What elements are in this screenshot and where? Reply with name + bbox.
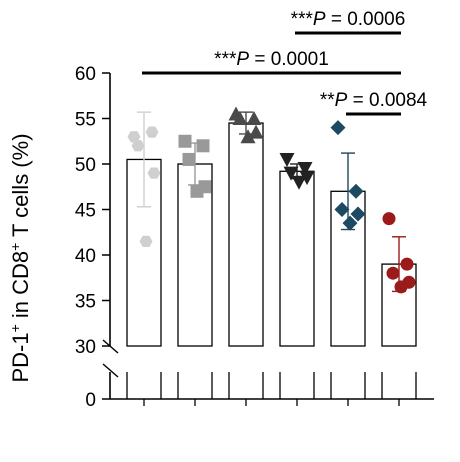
sig-stars: ** xyxy=(320,90,335,111)
y-tick-label: 55 xyxy=(75,110,96,131)
data-point-triangle-down xyxy=(297,162,313,177)
data-point-triangle-down xyxy=(283,166,299,181)
data-point-triangle-up xyxy=(232,111,248,125)
y-tick-label: 50 xyxy=(75,155,96,176)
y-tick-label: 0 xyxy=(85,390,96,411)
data-point-circle xyxy=(382,212,396,226)
data-point-square xyxy=(196,139,210,153)
axis-break-mark-2 xyxy=(102,363,119,378)
data-point-hexagon xyxy=(145,126,159,138)
y-tick-label: 30 xyxy=(75,337,96,358)
data-point-square xyxy=(190,184,204,198)
y-ticks: 30 35 40 45 50 55 60 0 xyxy=(75,64,110,411)
sig-p-value: = 0.0084 xyxy=(347,90,427,111)
axis-break-mark-1 xyxy=(102,339,119,354)
significance-annotations: ***P = 0.0006***P = 0.0001**P = 0.0084 xyxy=(142,9,428,116)
data-point-diamond xyxy=(342,215,358,231)
sig-p-symbol: P xyxy=(236,49,249,70)
sig-stars: *** xyxy=(214,49,237,70)
data-point-square xyxy=(178,134,192,148)
y-tick-label: 40 xyxy=(75,246,96,267)
sig-p-symbol: P xyxy=(313,9,326,30)
sig-stars: *** xyxy=(291,9,314,30)
data-point-hexagon xyxy=(131,140,145,152)
sig-p-value: = 0.0001 xyxy=(249,49,329,70)
data-point-triangle-up xyxy=(246,111,262,125)
sig-p-symbol: P xyxy=(335,90,348,111)
data-point-circle xyxy=(394,280,408,294)
bar xyxy=(279,170,315,347)
significance-label: ***P = 0.0006 xyxy=(291,9,406,30)
y-axis-title-part-a: PD-1 xyxy=(8,332,33,382)
y-axis-title-part-c: T cells (%) xyxy=(8,133,33,242)
y-tick-label: 35 xyxy=(75,292,96,313)
data-point-hexagon xyxy=(139,235,153,247)
data-point-diamond xyxy=(350,206,366,222)
y-tick-label: 45 xyxy=(75,201,96,222)
data-point-triangle-down xyxy=(291,175,307,190)
y-tick-label: 60 xyxy=(75,64,96,85)
data-point-square xyxy=(182,152,196,166)
y-axis-title: PD-1+ in CD8+ T cells (%) xyxy=(7,133,33,382)
data-point-hexagon xyxy=(127,131,141,143)
data-points xyxy=(127,106,416,294)
data-point-diamond xyxy=(348,183,364,199)
bar xyxy=(126,158,162,347)
bars xyxy=(126,122,417,406)
sig-p-value: = 0.0006 xyxy=(326,9,406,30)
data-point-circle xyxy=(386,266,400,280)
data-point-diamond xyxy=(330,120,346,136)
y-axis-title-sup-2: + xyxy=(7,243,23,251)
data-point-triangle-up xyxy=(248,124,264,139)
y-axis-title-part-b: in CD8 xyxy=(8,251,33,324)
data-point-triangle-up xyxy=(240,129,256,144)
y-axis-title-sup-1: + xyxy=(7,324,23,332)
significance-label: **P = 0.0084 xyxy=(320,90,428,111)
data-point-circle xyxy=(400,257,414,271)
data-point-triangle-down xyxy=(299,171,315,186)
significance-label: ***P = 0.0001 xyxy=(214,49,329,70)
data-point-diamond xyxy=(334,202,350,217)
data-point-hexagon xyxy=(147,167,161,179)
data-point-triangle-down xyxy=(279,152,295,167)
bar xyxy=(228,122,264,347)
